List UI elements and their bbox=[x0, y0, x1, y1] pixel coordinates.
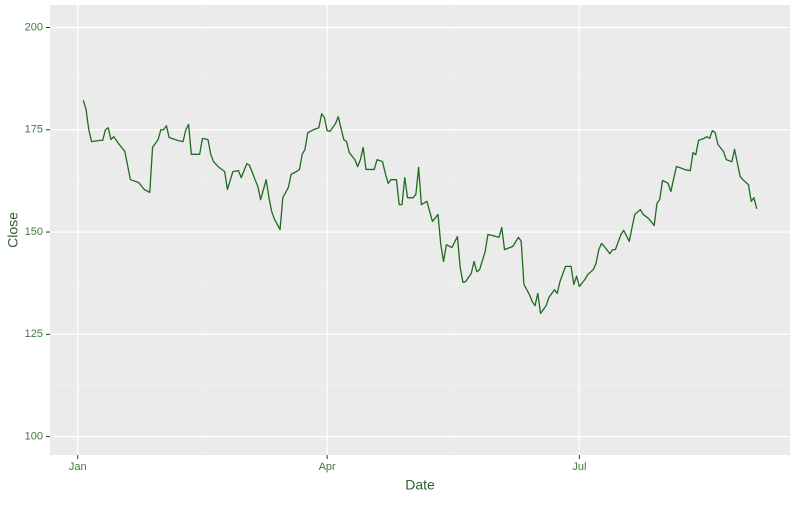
y-axis-title: Close bbox=[5, 212, 21, 248]
y-tick-label: 200 bbox=[25, 21, 43, 33]
y-tick-label: 100 bbox=[25, 430, 43, 442]
x-tick-label: Jan bbox=[69, 461, 87, 473]
y-tick-label: 125 bbox=[25, 328, 43, 340]
x-axis-title: Date bbox=[405, 477, 435, 493]
series-line bbox=[82, 100, 758, 315]
y-tick-label: 150 bbox=[25, 226, 43, 238]
x-tick-label: Jul bbox=[572, 461, 586, 473]
y-tick-label: 175 bbox=[25, 124, 43, 136]
plot-panel bbox=[50, 5, 790, 455]
x-tick-label: Apr bbox=[319, 461, 336, 473]
